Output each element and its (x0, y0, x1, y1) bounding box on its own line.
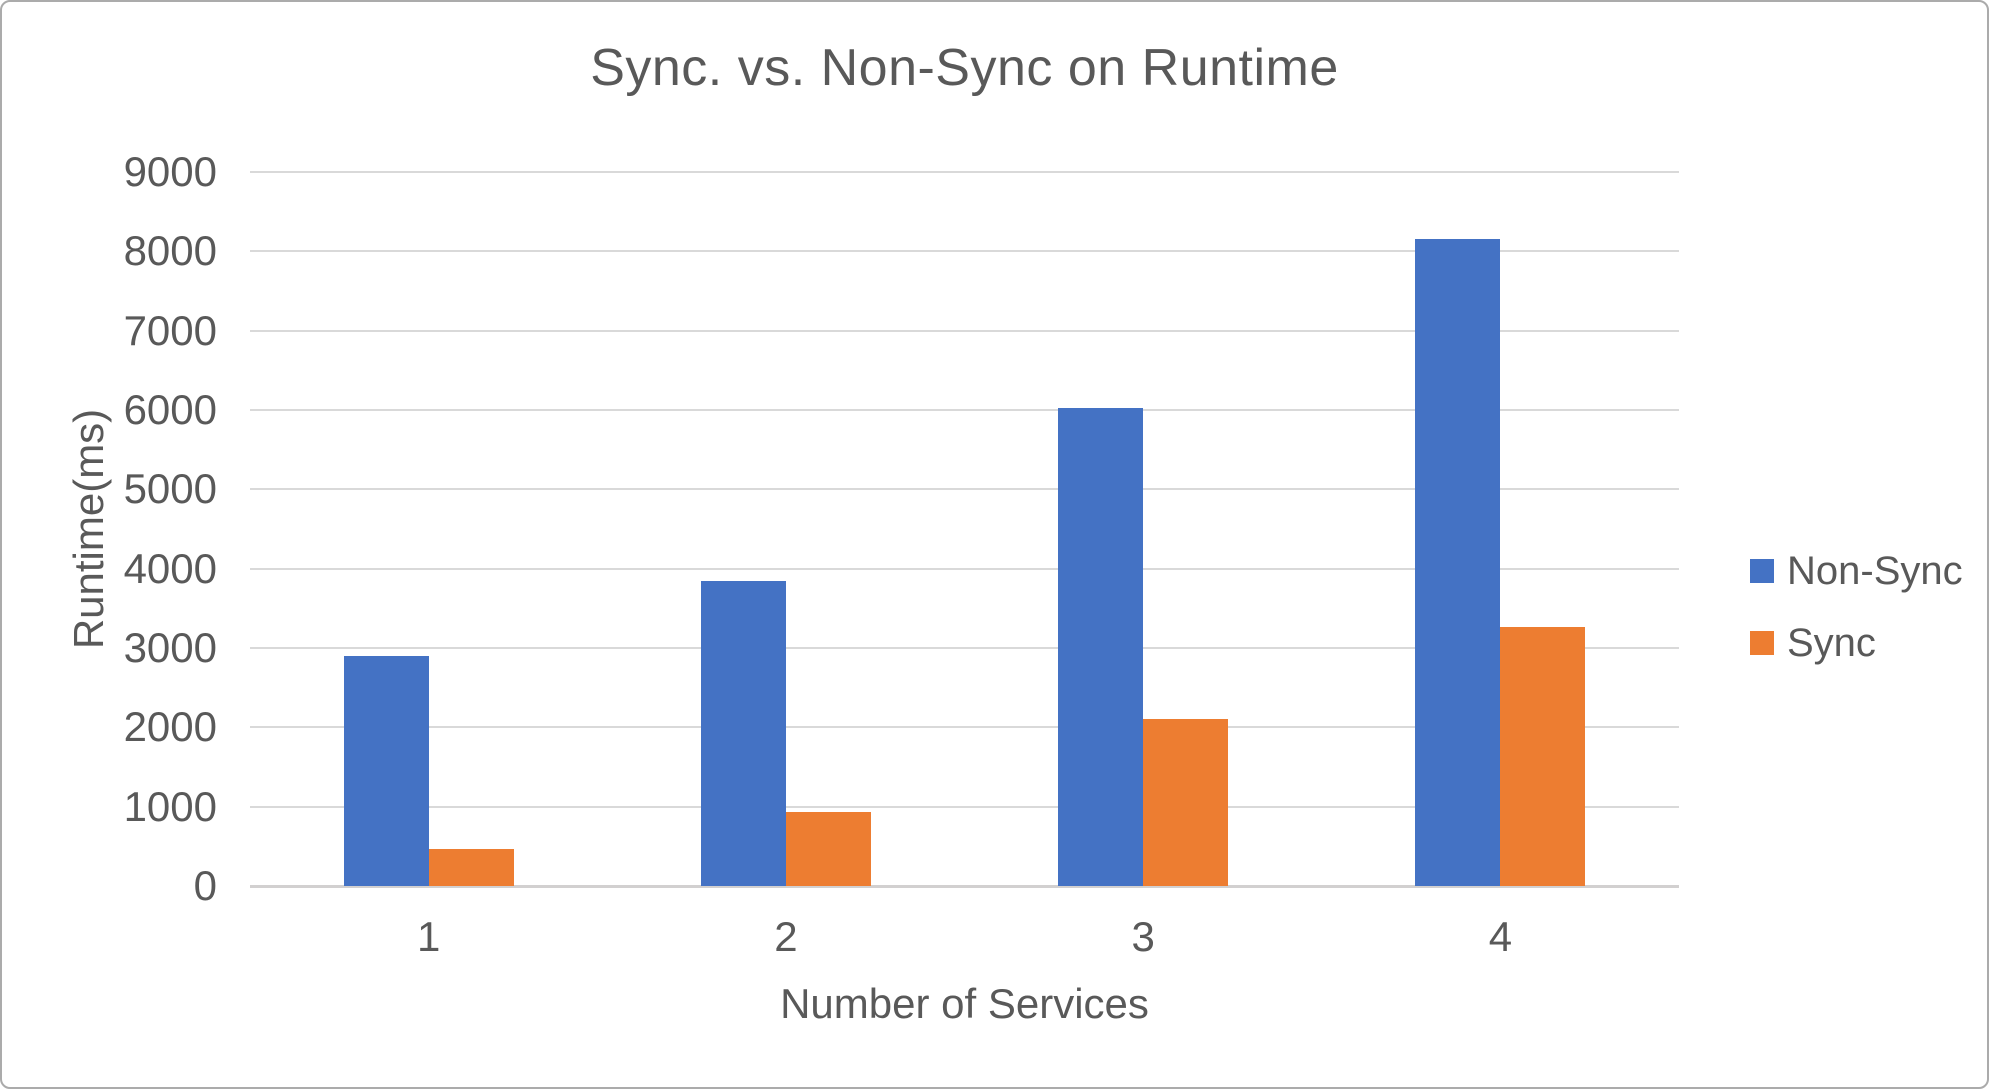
y-tick-label-6000: 6000 (123, 386, 217, 433)
x-axis-title: Number of Services (780, 980, 1149, 1027)
bar-non-sync-cat3 (1058, 407, 1144, 886)
bar-sync-cat2 (785, 812, 871, 886)
bar-sync-cat4 (1500, 627, 1586, 886)
bar-sync-cat3 (1143, 718, 1229, 886)
y-tick-label-9000: 9000 (123, 148, 217, 195)
x-category-label-4: 4 (1488, 913, 1513, 960)
bar-non-sync-cat1 (343, 655, 429, 886)
gridline-2000 (250, 726, 1679, 729)
legend-label: Non-Sync (1787, 548, 1963, 593)
legend-swatch-icon (1750, 631, 1774, 655)
y-tick-label-4000: 4000 (123, 544, 217, 592)
gridline-8000 (250, 250, 1679, 253)
y-tick-label-7000: 7000 (123, 306, 217, 354)
bar-non-sync-cat4 (1415, 239, 1501, 886)
gridline-4000 (250, 567, 1679, 570)
y-tick-label-1000: 1000 (123, 782, 217, 830)
x-category-label-1: 1 (416, 913, 441, 960)
legend-label: Sync (1787, 620, 1876, 665)
gridline-9000 (250, 171, 1679, 173)
y-tick-label-0: 0 (193, 862, 217, 909)
y-axis-title-text: Runtime(ms) (65, 408, 112, 650)
y-tick-label-3000: 3000 (123, 624, 217, 671)
gridline-6000 (250, 409, 1679, 411)
legend-swatch-icon (1750, 559, 1774, 583)
gridline-5000 (250, 488, 1679, 491)
y-tick-label-5000: 5000 (123, 465, 217, 513)
y-tick-label-2000: 2000 (123, 703, 217, 751)
x-axis-line (250, 885, 1679, 888)
legend-entry-non-sync: Non-Sync (1750, 547, 1963, 595)
gridline-1000 (250, 805, 1679, 808)
gridline-7000 (250, 329, 1679, 332)
x-category-label-3: 3 (1131, 913, 1155, 960)
legend: Non-Sync Sync (1750, 547, 1963, 667)
y-tick-label-8000: 8000 (123, 227, 217, 275)
legend-entry-sync: Sync (1750, 619, 1963, 667)
x-category-label-2: 2 (774, 913, 798, 960)
chart-title: Sync. vs. Non-Sync on Runtime (590, 39, 1339, 97)
gridline-3000 (250, 647, 1679, 649)
bar-non-sync-cat2 (700, 581, 786, 886)
bar-sync-cat1 (428, 848, 514, 886)
